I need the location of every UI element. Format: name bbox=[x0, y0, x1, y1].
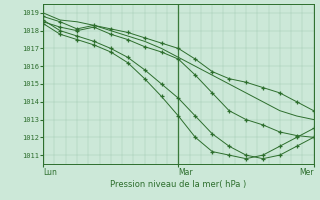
X-axis label: Pression niveau de la mer( hPa ): Pression niveau de la mer( hPa ) bbox=[110, 180, 246, 189]
